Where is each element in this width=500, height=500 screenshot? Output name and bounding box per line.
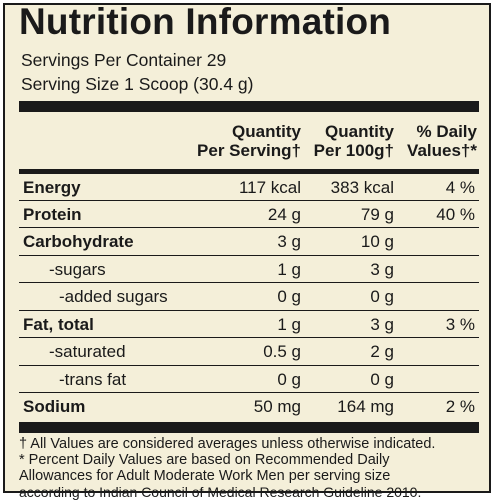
row-fat-total: Fat, total 1 g 3 g 3 % — [19, 312, 479, 338]
row-trans-fat: -trans fat 0 g 0 g — [19, 367, 479, 393]
row-sugars: -sugars 1 g 3 g — [19, 257, 479, 283]
per-serving-value: 24 g — [267, 205, 301, 224]
daily-value: 2 % — [445, 397, 475, 416]
servings-per-container: Servings Per Container 29 — [21, 50, 227, 70]
row-added-sugars: -added sugars 0 g 0 g — [19, 284, 479, 310]
bottom-thick-divider — [19, 422, 479, 433]
row-protein: Protein 24 g 79 g 40 % — [19, 202, 479, 228]
per-serving-value: 0 g — [277, 287, 301, 306]
per-100g-value: 2 g — [370, 342, 394, 361]
daily-value: 4 % — [445, 178, 475, 197]
footnote-guideline: according to Indian Council of Medical R… — [19, 484, 422, 500]
per-100g-value: 3 g — [370, 260, 394, 279]
per-serving-value: 0.5 g — [263, 342, 301, 361]
per-100g-value: 3 g — [370, 315, 394, 334]
row-label: -sugars — [49, 260, 106, 279]
header-per-100g-line2: Per 100g† — [313, 141, 394, 160]
per-100g-value: 10 g — [360, 232, 394, 251]
footnote-daily-values-cont: Allowances for Adult Moderate Work Men p… — [19, 468, 391, 484]
header-daily-values: % Daily Values†* — [407, 122, 477, 160]
thick-divider — [19, 101, 479, 112]
per-serving-value: 0 g — [277, 370, 301, 389]
header-daily-values-line1: % Daily — [416, 122, 477, 141]
per-serving-value: 3 g — [277, 232, 301, 251]
header-per-serving-line1: Quantity — [232, 122, 301, 141]
footnote-daily-values: * Percent Daily Values are based on Reco… — [19, 452, 390, 468]
row-divider — [19, 310, 479, 311]
row-divider — [19, 227, 479, 228]
serving-size: Serving Size 1 Scoop (30.4 g) — [21, 74, 254, 94]
per-100g-value: 0 g — [370, 287, 394, 306]
panel-title: Nutrition Information — [19, 1, 392, 42]
header-per-100g-line1: Quantity — [325, 122, 394, 141]
row-label: -added sugars — [59, 287, 168, 306]
row-sodium: Sodium 50 mg 164 mg 2 % — [19, 394, 479, 420]
row-carbohydrate: Carbohydrate 3 g 10 g — [19, 229, 479, 255]
per-100g-value: 0 g — [370, 370, 394, 389]
header-divider — [19, 169, 479, 174]
per-serving-value: 1 g — [277, 315, 301, 334]
header-per-100g: Quantity Per 100g† — [314, 122, 394, 160]
row-divider — [19, 365, 479, 366]
row-divider — [19, 255, 479, 256]
daily-value: 3 % — [445, 315, 475, 334]
header-daily-values-line2: Values†* — [407, 141, 477, 160]
row-label: Energy — [23, 178, 81, 197]
row-label: Protein — [23, 205, 82, 224]
per-100g-value: 164 mg — [337, 397, 394, 416]
per-serving-value: 117 kcal — [238, 178, 301, 197]
header-per-serving: Quantity Per Serving† — [197, 122, 301, 160]
row-divider — [19, 282, 479, 283]
row-label: -saturated — [49, 342, 126, 361]
row-energy: Energy 117 kcal 383 kcal 4 % — [19, 175, 479, 201]
row-label: Sodium — [23, 397, 86, 416]
row-saturated: -saturated 0.5 g 2 g — [19, 339, 479, 365]
row-label: Carbohydrate — [23, 232, 134, 251]
row-divider — [19, 200, 479, 201]
row-label: Fat, total — [23, 315, 94, 334]
daily-value: 40 % — [436, 205, 475, 224]
footnote-averages: † All Values are considered averages unl… — [19, 436, 436, 452]
row-divider — [19, 337, 479, 338]
per-100g-value: 79 g — [360, 205, 394, 224]
nutrition-panel: Nutrition Information Servings Per Conta… — [3, 1, 491, 500]
per-100g-value: 383 kcal — [330, 178, 394, 197]
per-serving-value: 50 mg — [253, 397, 301, 416]
header-per-serving-line2: Per Serving† — [197, 141, 301, 160]
row-divider — [19, 392, 479, 393]
row-label: -trans fat — [59, 370, 127, 389]
per-serving-value: 1 g — [277, 260, 301, 279]
